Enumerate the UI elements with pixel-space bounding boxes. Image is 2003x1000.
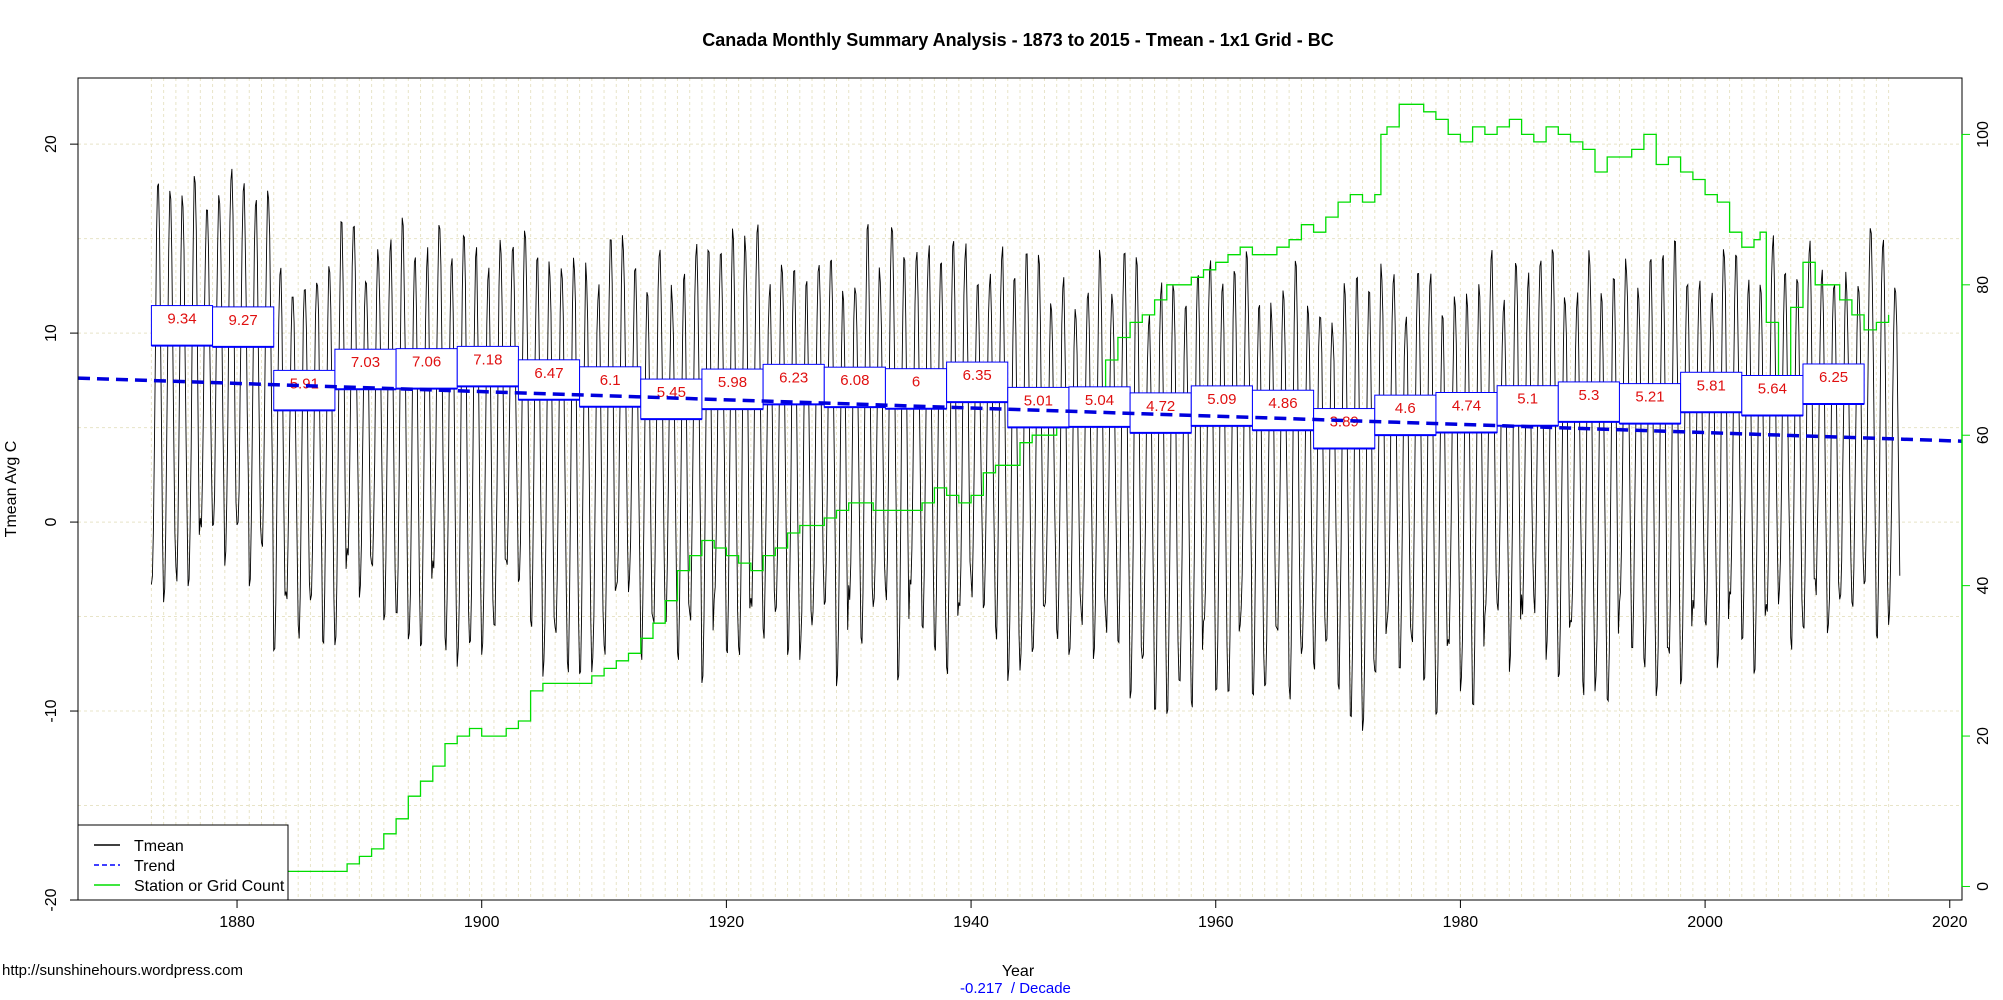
gridlines	[78, 78, 1962, 900]
decade-mean-label: 5.98	[718, 374, 747, 391]
decade-mean-label: 5.64	[1758, 380, 1787, 397]
y-tick-label: 10	[43, 324, 60, 342]
decade-mean-label: 6.1	[600, 372, 621, 389]
trend-line	[77, 376, 1963, 443]
x-tick-label: 2000	[1687, 914, 1723, 931]
decade-box	[334, 348, 397, 390]
decade-mean-label: 7.03	[351, 354, 380, 371]
y2-tick-label: 60	[1975, 426, 1992, 444]
y-tick-label: 20	[43, 135, 60, 153]
decade-mean-label: 5.91	[290, 375, 319, 392]
x-tick-label: 2020	[1932, 914, 1968, 931]
decade-mean-label: 6.25	[1819, 369, 1848, 386]
station-count-line	[151, 103, 1890, 873]
x-tick-label: 1980	[1443, 914, 1479, 931]
decade-box	[1374, 394, 1437, 436]
decade-mean-label: 4.6	[1395, 400, 1416, 417]
decade-box	[1313, 408, 1376, 450]
trend-slope-text: -0.217 / Decade	[960, 980, 1071, 997]
y2-tick-label: 100	[1975, 121, 1992, 148]
decade-mean-label: 7.06	[412, 354, 441, 371]
decade-mean-label: 5.1	[1517, 391, 1538, 408]
decade-box	[1496, 385, 1559, 427]
x-tick-label: 1940	[953, 914, 989, 931]
decade-box	[1068, 386, 1131, 428]
decade-box	[762, 363, 825, 405]
x-tick-label: 1900	[464, 914, 500, 931]
decade-mean-label: 7.18	[473, 351, 502, 368]
axes: 1880 1900 1920 1940 1960 1980 2000 2020-20-1001…	[43, 121, 1992, 931]
decade-mean-label: 5.3	[1578, 387, 1599, 404]
decade-mean-label: 5.04	[1085, 392, 1114, 409]
legend-station-label: Station or Grid Count	[134, 878, 285, 895]
decade-mean-label: 5.01	[1024, 392, 1053, 409]
tmean-line	[150, 168, 1901, 731]
y2-tick-label: 40	[1975, 577, 1992, 595]
y-tick-label: 0	[43, 518, 60, 527]
decade-mean-label: 5.81	[1697, 377, 1726, 394]
decade-box	[1680, 371, 1743, 413]
decade-box	[1802, 363, 1865, 405]
decade-box	[579, 366, 642, 408]
x-tick-label: 1880	[219, 914, 255, 931]
legend-box	[77, 824, 289, 901]
legend: Tmean Trend Station or Grid Count	[77, 824, 289, 901]
decade-mean-label: 6.08	[840, 372, 869, 389]
y2-tick-label: 80	[1975, 276, 1992, 294]
x-tick-label: 1960	[1198, 914, 1234, 931]
decade-mean-label: 5.21	[1635, 389, 1664, 406]
decade-box	[1618, 383, 1682, 425]
decade-mean-label: 4.74	[1452, 397, 1481, 414]
y-axis-label: Tmean Avg C	[3, 441, 20, 538]
decade-box	[1741, 374, 1804, 416]
decade-mean-label: 6.47	[534, 365, 563, 382]
decade-box	[273, 369, 336, 411]
decade-mean-label: 6.23	[779, 369, 808, 386]
station-count-series	[151, 103, 1890, 873]
decade-mean-label: 4.72	[1146, 398, 1175, 415]
decade-box	[1557, 381, 1620, 423]
decade-box	[150, 305, 214, 347]
trend-series	[77, 376, 1963, 443]
y-tick-label: -20	[43, 888, 60, 911]
chart-title: Canada Monthly Summary Analysis - 1873 t…	[702, 30, 1334, 50]
decade-mean-boxes: 9.34 9.275.917.03 7.06 7.186.47 6.15.455.98 6…	[150, 305, 1865, 450]
x-tick-label: 1920	[709, 914, 745, 931]
legend-tmean-label: Tmean	[134, 838, 184, 855]
y2-tick-label: 0	[1975, 882, 1992, 891]
legend-trend-label: Trend	[134, 858, 175, 875]
decade-mean-label: 6.35	[963, 367, 992, 384]
decade-mean-label: 3.89	[1330, 414, 1359, 431]
tmean-series	[150, 168, 1901, 731]
y2-tick-label: 20	[1975, 727, 1992, 745]
decade-mean-label: 6	[912, 374, 920, 391]
y-tick-label: -10	[43, 699, 60, 722]
decade-box	[212, 306, 275, 348]
decade-mean-label: 4.86	[1268, 395, 1297, 412]
decade-mean-label: 5.09	[1207, 391, 1236, 408]
decade-mean-label: 9.34	[167, 311, 196, 328]
decade-box	[1251, 389, 1315, 431]
decade-mean-label: 9.27	[229, 312, 258, 329]
x-axis-label: Year	[1002, 963, 1035, 980]
credit-text: http://sunshinehours.wordpress.com	[2, 962, 243, 979]
